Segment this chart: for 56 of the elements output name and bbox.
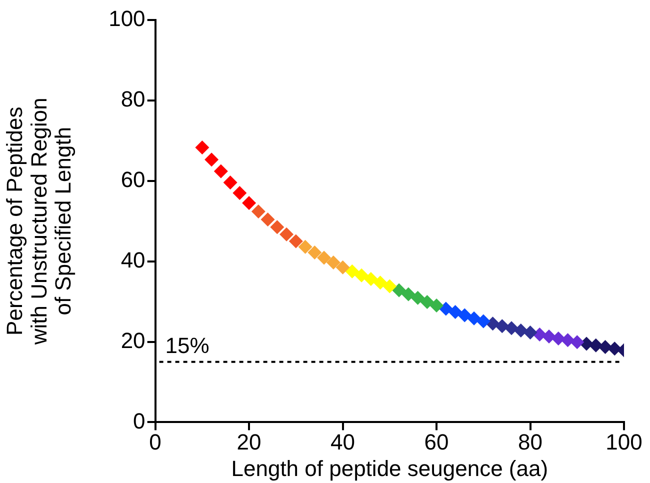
point — [195, 140, 210, 154]
x-tick-label: 60 — [424, 429, 449, 454]
point — [326, 256, 340, 270]
y-tick-label: 20 — [120, 328, 146, 353]
y-tick-label: 100 — [108, 6, 146, 32]
point — [401, 287, 416, 302]
point — [214, 164, 228, 178]
x-tick-label: 100 — [606, 429, 642, 454]
point — [288, 234, 303, 248]
point — [504, 321, 519, 336]
point — [298, 240, 312, 254]
y-tick-label: 60 — [120, 166, 146, 192]
point — [420, 294, 434, 309]
x-tick-label: 20 — [236, 429, 262, 454]
point — [523, 326, 538, 340]
point — [317, 250, 332, 265]
ref-line-label: 15% — [165, 332, 210, 358]
point — [354, 268, 369, 282]
point — [260, 212, 275, 226]
point — [373, 276, 388, 290]
point — [382, 279, 397, 294]
point — [251, 204, 266, 218]
point — [270, 220, 284, 234]
point — [514, 324, 528, 338]
point — [542, 330, 556, 344]
point — [495, 319, 510, 334]
x-tick-label: 40 — [330, 429, 356, 454]
point — [223, 175, 238, 190]
point — [336, 260, 350, 274]
x-tick-label: 80 — [518, 429, 543, 454]
point — [232, 186, 247, 200]
x-axis-title: Length of peptide seugence (aa) — [231, 456, 548, 481]
point — [598, 340, 612, 354]
point — [588, 338, 603, 352]
y-tick-label: 80 — [120, 86, 146, 112]
point — [204, 152, 219, 167]
point — [410, 290, 425, 305]
point — [551, 332, 566, 346]
point — [448, 304, 462, 319]
point — [345, 264, 360, 278]
y-tick-label: 40 — [120, 247, 146, 272]
point — [430, 298, 444, 313]
y-axis-title: Percentage of Peptides with Unstructured Region of Specified Length — [2, 98, 76, 346]
point — [242, 196, 256, 210]
point — [560, 333, 575, 348]
point — [392, 283, 406, 298]
point — [467, 311, 482, 326]
point — [458, 308, 472, 322]
point — [476, 314, 490, 328]
point — [308, 245, 322, 260]
point — [364, 272, 378, 286]
x-tick-label: 0 — [149, 429, 162, 454]
point — [608, 342, 622, 356]
point — [280, 227, 294, 242]
point — [570, 335, 584, 350]
y-tick-label: 0 — [133, 408, 146, 434]
